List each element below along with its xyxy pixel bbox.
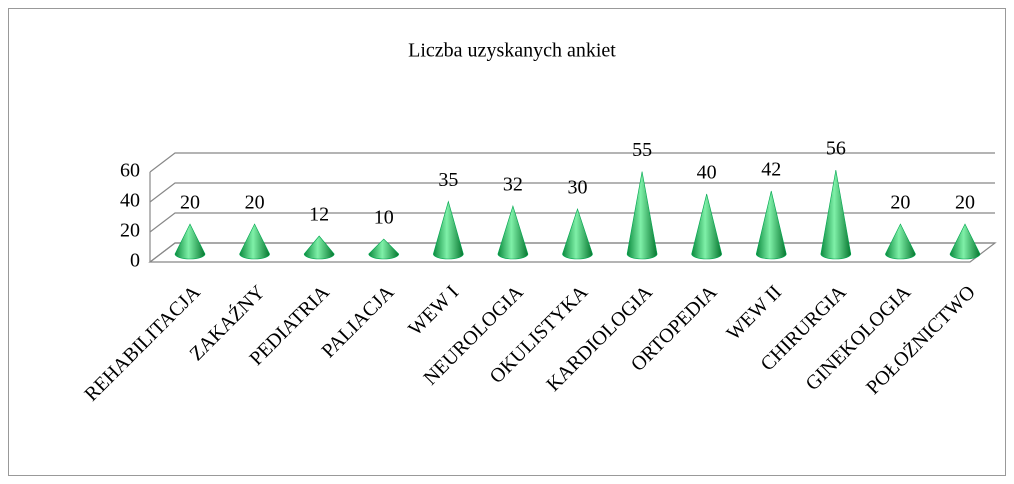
value-label: 20 bbox=[890, 192, 910, 214]
value-label: 20 bbox=[245, 192, 265, 214]
value-label: 12 bbox=[309, 204, 329, 226]
cone bbox=[755, 190, 787, 260]
grid-line bbox=[149, 242, 995, 263]
value-label: 42 bbox=[761, 159, 781, 181]
cone bbox=[562, 208, 593, 260]
cone bbox=[368, 238, 400, 260]
chart-title: Liczba uzyskanych ankiet bbox=[408, 40, 616, 62]
grid-line bbox=[149, 152, 995, 173]
cone bbox=[885, 223, 916, 260]
cone bbox=[239, 223, 270, 260]
value-label: 40 bbox=[697, 162, 717, 184]
grid-line bbox=[149, 212, 995, 233]
cone bbox=[303, 235, 335, 260]
cone bbox=[949, 223, 981, 260]
value-label: 55 bbox=[632, 139, 652, 161]
y-tick-label: 40 bbox=[120, 190, 140, 212]
cone bbox=[174, 223, 206, 260]
cone bbox=[497, 204, 529, 260]
value-label: 56 bbox=[826, 138, 846, 160]
cone bbox=[433, 200, 464, 260]
y-tick-label: 0 bbox=[130, 250, 140, 272]
value-label: 20 bbox=[955, 192, 975, 214]
value-label: 20 bbox=[180, 192, 200, 214]
value-label: 32 bbox=[503, 174, 523, 196]
y-tick-label: 60 bbox=[120, 160, 140, 182]
cone bbox=[626, 171, 658, 260]
cone bbox=[820, 169, 852, 260]
value-label: 35 bbox=[438, 169, 458, 191]
grid-line bbox=[149, 182, 995, 203]
cone bbox=[691, 193, 722, 260]
y-tick-label: 20 bbox=[120, 220, 140, 242]
value-label: 10 bbox=[374, 207, 394, 229]
value-label: 30 bbox=[568, 177, 588, 199]
